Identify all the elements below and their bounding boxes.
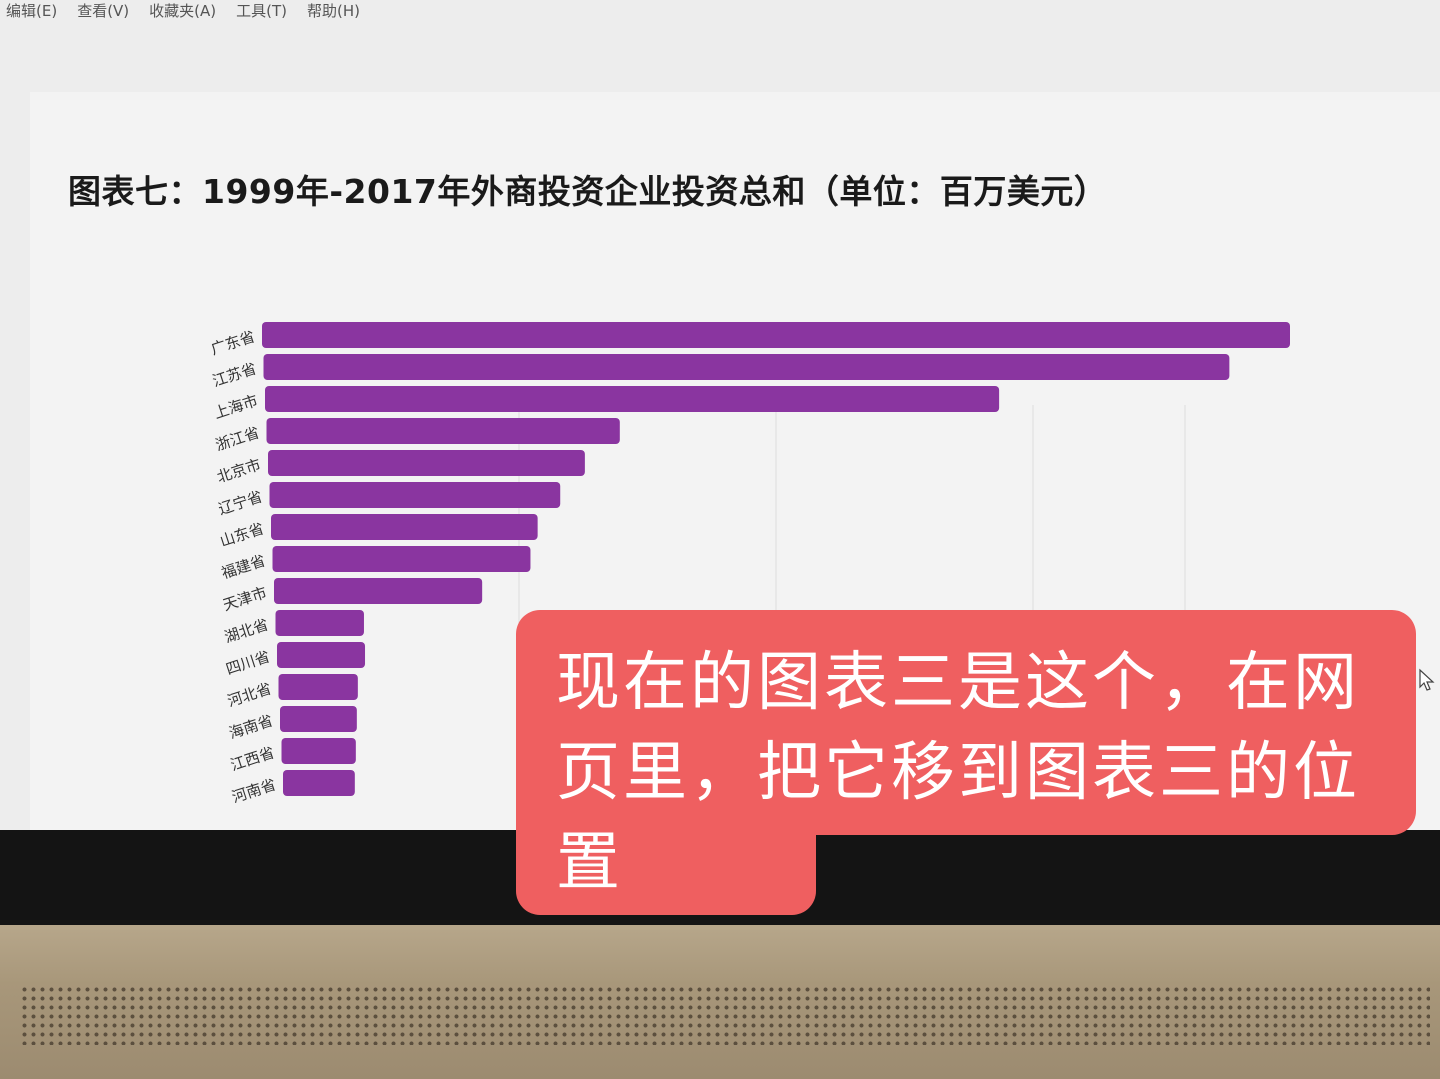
category-label: 天津市: [221, 583, 269, 614]
category-label: 河南省: [230, 775, 278, 806]
speaker-grill: [20, 985, 1430, 1045]
bar: [279, 674, 358, 700]
bar: [274, 578, 482, 604]
category-label: 上海市: [212, 391, 260, 422]
bar: [273, 546, 531, 572]
bar: [270, 482, 561, 508]
bar: [280, 706, 357, 732]
bar: [283, 770, 355, 796]
category-label: 江苏省: [210, 359, 258, 390]
category-label: 海南省: [227, 711, 275, 742]
bar: [262, 322, 1290, 348]
bar: [268, 450, 585, 476]
category-label: 山东省: [218, 519, 266, 550]
browser-screen: 编辑(E) 查看(V) 收藏夹(A) 工具(T) 帮助(H) 图表七：1999年…: [0, 0, 1440, 830]
bar: [271, 514, 538, 540]
bar-chart: 广东省江苏省上海市浙江省北京市辽宁省山东省福建省天津市湖北省四川省河北省海南省江…: [0, 0, 1440, 830]
category-label: 广东省: [209, 327, 257, 358]
category-label: 浙江省: [213, 423, 261, 454]
screen-bezel: [0, 825, 1440, 925]
category-label: 江西省: [228, 743, 276, 774]
category-label: 福建省: [219, 551, 267, 582]
category-label: 四川省: [224, 647, 272, 678]
bar: [265, 386, 999, 412]
bar: [276, 610, 364, 636]
category-label: 北京市: [215, 455, 263, 486]
category-label: 河北省: [225, 679, 273, 710]
bar: [282, 738, 356, 764]
category-label: 辽宁省: [216, 487, 264, 518]
bar: [277, 642, 365, 668]
bar: [264, 354, 1230, 380]
mouse-cursor-icon: [1418, 668, 1436, 692]
category-label: 湖北省: [222, 615, 270, 646]
bar: [267, 418, 620, 444]
